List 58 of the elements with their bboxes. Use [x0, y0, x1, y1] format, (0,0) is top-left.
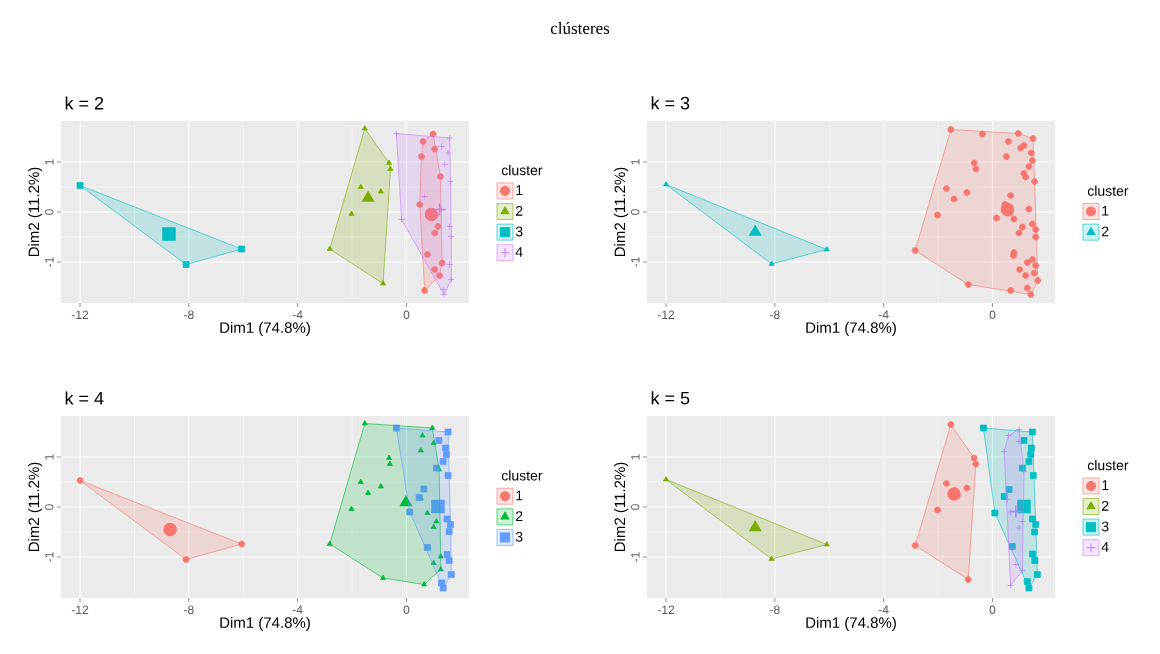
x-axis-title: Dim1 (74.8%) [220, 321, 310, 336]
text: clústeres [550, 22, 610, 34]
y-tick-label: 1 [631, 454, 640, 460]
y-tick-label: 1 [45, 454, 54, 460]
legend-label: 1 [1102, 480, 1109, 490]
x-tick-label: -12 [71, 605, 89, 614]
y-tick-label: -1 [45, 257, 54, 267]
x-tick-label: -12 [71, 310, 89, 319]
legend-label: 2 [515, 205, 523, 216]
legend-title: cluster [501, 470, 543, 481]
y-tick-label: -1 [631, 552, 640, 562]
y-tick-label: 0 [44, 209, 54, 215]
legend-label: 1 [516, 185, 523, 195]
y-tick-label: 1 [45, 159, 54, 165]
x-axis-title: Dim1 (74.8%) [220, 616, 310, 631]
x-tick-label: 0 [989, 605, 996, 615]
y-axis-title: Dim2 (11.2%) [28, 462, 43, 552]
x-tick-label: 0 [403, 605, 410, 615]
legend-label: 2 [1101, 500, 1109, 511]
x-axis-title: Dim1 (74.8%) [806, 321, 896, 336]
y-tick-label: -1 [631, 257, 640, 267]
legend-label: 1 [516, 490, 523, 501]
chart-title: k = 5 [651, 391, 690, 405]
x-tick-label: -4 [292, 310, 303, 319]
x-axis-title: Dim1 (74.8%) [806, 616, 896, 631]
legend-title: cluster [1087, 459, 1129, 471]
legend-label: 4 [1101, 542, 1109, 552]
x-tick-label: -8 [770, 310, 780, 320]
legend-title: cluster [1087, 185, 1129, 196]
x-tick-label: -4 [878, 605, 889, 614]
y-tick-label: 1 [631, 159, 640, 165]
legend-title: cluster [501, 164, 543, 176]
legend-label: 3 [1101, 521, 1109, 532]
x-tick-label: -8 [184, 310, 194, 320]
legend-label: 2 [515, 511, 523, 521]
chart-title: k = 3 [651, 96, 690, 110]
legend-label: 4 [515, 247, 523, 257]
legend-label: 1 [1102, 205, 1109, 216]
y-tick-label: 0 [44, 504, 54, 510]
x-tick-label: -8 [770, 605, 780, 615]
legend-label: 3 [515, 531, 523, 542]
chart-title: k = 4 [65, 391, 104, 405]
x-tick-label: 0 [403, 310, 410, 320]
x-tick-label: 0 [989, 310, 996, 320]
legend-label: 2 [1101, 226, 1109, 237]
chart-title: k = 2 [65, 96, 104, 110]
x-tick-label: -4 [292, 605, 303, 614]
x-tick-label: -12 [657, 310, 675, 319]
y-axis-title: Dim2 (11.2%) [28, 167, 43, 257]
y-tick-label: 0 [630, 504, 640, 510]
x-tick-label: -8 [184, 605, 194, 615]
x-tick-label: -12 [657, 605, 675, 614]
y-axis-title: Dim2 (11.2%) [614, 167, 629, 257]
x-tick-label: -4 [878, 310, 889, 319]
legend-label: 3 [515, 226, 523, 237]
y-tick-label: 0 [630, 209, 640, 215]
y-axis-title: Dim2 (11.2%) [614, 462, 629, 552]
y-tick-label: -1 [45, 552, 54, 562]
